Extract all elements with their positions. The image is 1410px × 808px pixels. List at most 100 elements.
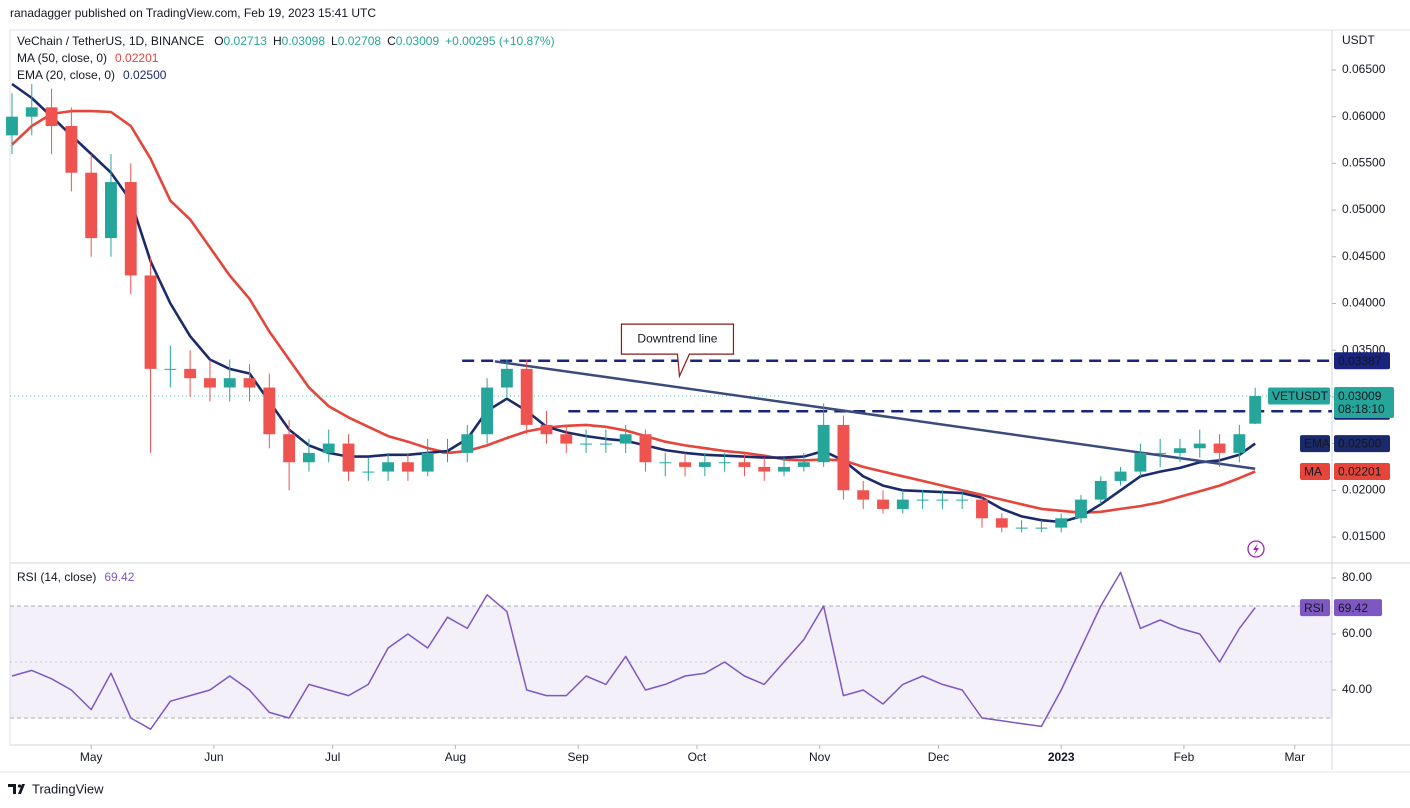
candle-body	[105, 182, 117, 239]
level-tag-text: 0.03387	[1338, 354, 1382, 368]
candle-body	[263, 387, 276, 435]
y-tick-label: 0.04500	[1342, 249, 1386, 263]
candle-body	[540, 424, 553, 435]
x-tick-label: Sep	[567, 750, 589, 764]
candle-body	[599, 443, 612, 445]
series-value-tag-box	[1334, 435, 1390, 453]
candle-body	[382, 462, 395, 472]
candle-body	[500, 368, 513, 388]
candle-body	[144, 275, 157, 369]
last-price: 0.03009	[1338, 389, 1382, 403]
candle-body	[204, 378, 216, 388]
candle-body	[401, 462, 414, 472]
candle-body	[6, 116, 18, 136]
y-tick-label: 0.06500	[1342, 62, 1386, 76]
candle-body	[1035, 527, 1048, 529]
x-tick-label: Feb	[1174, 750, 1195, 764]
trendline	[494, 360, 1256, 471]
y-tick-label: 0.05000	[1342, 202, 1386, 216]
candle-body	[896, 499, 909, 509]
symbol-tag-text: VETUSDT	[1272, 389, 1329, 403]
rsi-tick-label: 80.00	[1342, 570, 1372, 584]
ohlc-value: 0.02708	[338, 34, 382, 48]
ma-legend: MA (50, close, 0) 0.02201	[17, 51, 159, 65]
publisher: ranadagger published on TradingView.com,…	[10, 6, 376, 20]
ohlc-value: 0.03098	[282, 34, 326, 48]
y-tick-label: 0.06000	[1342, 109, 1386, 123]
candle-body	[65, 126, 78, 173]
candle-body	[797, 462, 810, 467]
tradingview-logo	[8, 784, 25, 794]
candle-body	[441, 452, 454, 454]
candle-body	[639, 434, 652, 463]
rsi-line	[11, 571, 1256, 730]
y-tick-label: 0.02000	[1342, 482, 1386, 496]
candle-body	[1193, 443, 1206, 449]
series-value-tag-text: 0.02201	[1338, 465, 1382, 479]
ohlc-value: 0.02713	[224, 34, 268, 48]
ohlc-value: 0.03009	[396, 34, 440, 48]
level-tag-box	[1334, 352, 1390, 370]
rsi-tick-label: 40.00	[1342, 682, 1372, 696]
candle-body	[698, 462, 711, 467]
ohlc-key: O	[214, 34, 223, 48]
x-tick-label: Aug	[445, 750, 466, 764]
candle-body	[481, 387, 494, 435]
candle-body	[837, 424, 850, 491]
rsi-value-tag-box	[1334, 599, 1382, 617]
rsi-tag-text: RSI	[1304, 601, 1324, 615]
ohlc-key: L	[331, 34, 338, 48]
candle-body	[342, 443, 355, 472]
series-tag-text: MA	[1304, 465, 1322, 479]
series-value-tag-text: 0.02500	[1338, 437, 1382, 451]
x-tick-label: 2023	[1048, 750, 1075, 764]
change: +0.00295 (+10.87%)	[445, 34, 554, 48]
candle-body	[85, 172, 98, 239]
callout-label: Downtrend line	[637, 331, 717, 345]
candle-body	[461, 434, 474, 453]
alert-icon	[1247, 540, 1265, 558]
candle-body	[956, 499, 969, 501]
candle-body	[302, 452, 315, 463]
x-tick-label: Nov	[809, 750, 830, 764]
candle-body	[45, 107, 58, 127]
ma-value: 0.02500	[123, 68, 167, 82]
symbol-legend: VeChain / TetherUS, 1D, BINANCE O0.02713 H…	[17, 34, 555, 48]
series-value-tag-box	[1334, 462, 1390, 480]
candle-body	[421, 452, 434, 472]
candle-body	[322, 443, 335, 453]
callout: Downtrend line	[620, 323, 735, 379]
ma-name: MA (50, close, 0)	[17, 51, 107, 65]
ohlc-key: H	[273, 34, 282, 48]
candle-body	[1055, 518, 1068, 528]
candle-body	[679, 462, 691, 467]
candle-body	[1154, 452, 1167, 454]
candle-body	[124, 182, 137, 276]
candle-body	[738, 462, 751, 467]
ma-value: 0.02201	[115, 51, 159, 65]
last-price-box	[1334, 387, 1394, 419]
candle-body	[1015, 527, 1028, 529]
candle-body	[580, 443, 593, 445]
candle-body	[877, 499, 889, 509]
candle-body	[936, 499, 949, 501]
footer-brand: TradingView	[32, 781, 104, 796]
candle-body	[1249, 396, 1262, 424]
rsi-value: 69.42	[104, 570, 134, 584]
series-tag-box	[1300, 462, 1330, 480]
rsi-value-tag-text: 69.42	[1338, 601, 1368, 615]
rsi-tick-label: 60.00	[1342, 626, 1372, 640]
candle-body	[619, 434, 632, 444]
ma-legend: EMA (20, close, 0) 0.02500	[17, 68, 167, 82]
ohlc-key: C	[387, 34, 396, 48]
x-tick-label: Oct	[688, 750, 707, 764]
candle-body	[916, 499, 929, 501]
x-tick-label: Mar	[1284, 750, 1305, 764]
symbol-title: VeChain / TetherUS, 1D, BINANCE	[17, 34, 204, 48]
axis-unit: USDT	[1342, 33, 1375, 47]
y-tick-label: 0.04000	[1342, 296, 1386, 310]
candle-body	[184, 368, 197, 379]
x-tick-label: May	[80, 750, 103, 764]
